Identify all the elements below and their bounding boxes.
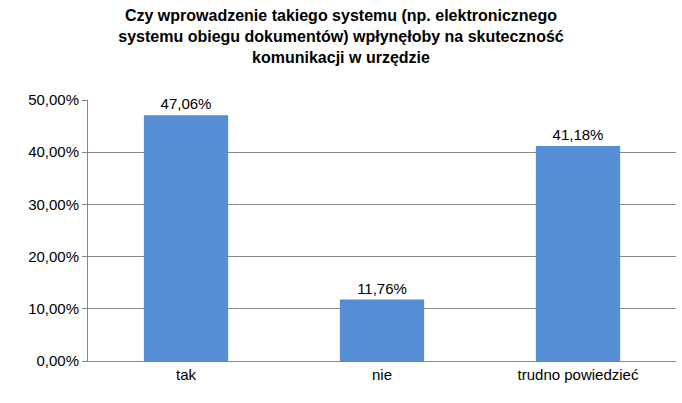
svg-text:50,00%: 50,00% bbox=[28, 91, 79, 108]
svg-text:tak: tak bbox=[176, 366, 197, 383]
svg-text:41,18%: 41,18% bbox=[553, 126, 604, 143]
svg-text:0,00%: 0,00% bbox=[36, 352, 79, 369]
svg-text:40,00%: 40,00% bbox=[28, 143, 79, 160]
svg-text:trudno powiedzieć: trudno powiedzieć bbox=[518, 366, 639, 383]
svg-text:47,06%: 47,06% bbox=[161, 95, 212, 112]
svg-text:30,00%: 30,00% bbox=[28, 196, 79, 213]
svg-text:Czy wprowadzenie takiego syste: Czy wprowadzenie takiego systemu (np. el… bbox=[118, 7, 564, 66]
svg-text:11,76%: 11,76% bbox=[357, 280, 407, 297]
svg-text:10,00%: 10,00% bbox=[28, 300, 79, 317]
svg-text:20,00%: 20,00% bbox=[28, 248, 79, 265]
svg-text:nie: nie bbox=[372, 366, 392, 383]
